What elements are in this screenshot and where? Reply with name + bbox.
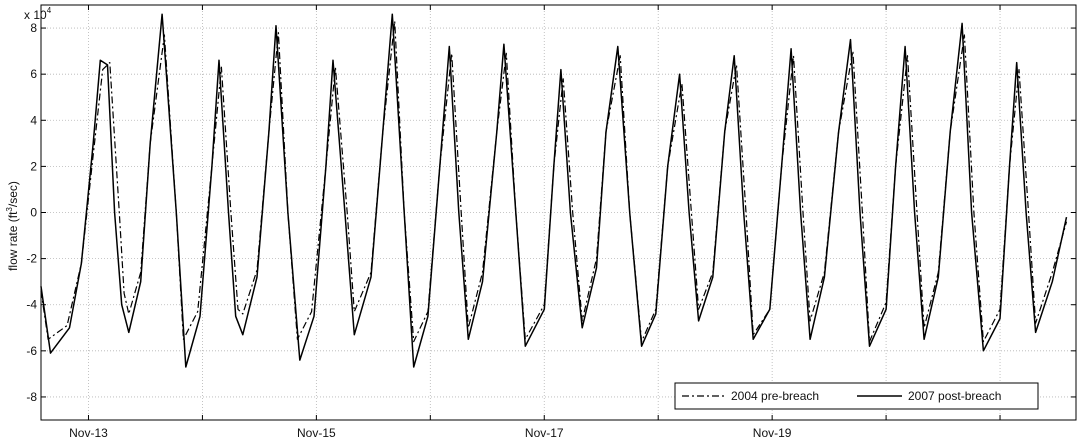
y-tick-label: -2 (26, 252, 37, 266)
legend: 2004 pre-breach 2007 post-breach (674, 382, 1039, 410)
y-tick-label: -4 (26, 298, 37, 312)
y-axis-title: flow rate (ft3/sec) (5, 181, 20, 271)
legend-label-2004: 2004 pre-breach (731, 389, 819, 403)
y-tick-label: 6 (30, 67, 37, 81)
y-tick-label: -6 (26, 344, 37, 358)
y-tick-label: 8 (30, 21, 37, 35)
y-tick-label: 0 (30, 206, 37, 220)
y-axis-multiplier: x 104 (24, 6, 52, 22)
axis-ticks: -8 -6 -4 -2 0 2 4 6 8 Nov-13 Nov-15 Nov-17 Nov-19 (26, 5, 1076, 440)
x-tick-label: Nov-13 (69, 426, 108, 440)
legend-box (674, 382, 1039, 410)
y-tick-label: -8 (26, 390, 37, 404)
y-tick-label: 4 (30, 113, 37, 127)
series-line-2007-post-breach (40, 13, 1068, 368)
x-tick-label: Nov-17 (525, 426, 564, 440)
x-tick-label: Nov-19 (753, 426, 792, 440)
legend-label-2007: 2007 post-breach (908, 389, 1001, 403)
series-layer (40, 13, 1068, 368)
grid-lines (41, 5, 1076, 420)
x-tick-label: Nov-15 (297, 426, 336, 440)
y-tick-label: 2 (30, 159, 37, 173)
